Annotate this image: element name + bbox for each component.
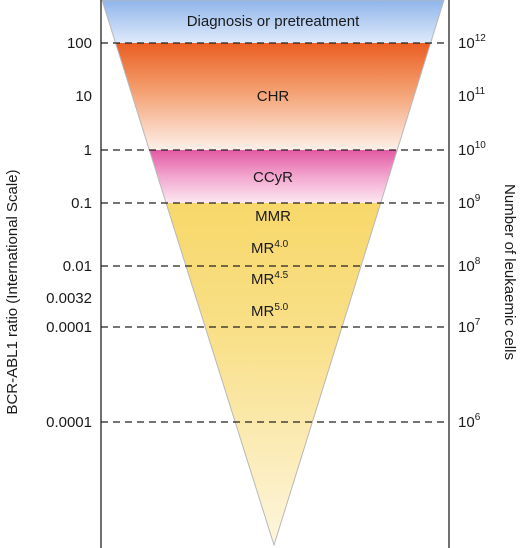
right-tick: 106: [458, 412, 481, 431]
left-tick: 1: [84, 142, 92, 159]
chr-label: CHR: [257, 88, 290, 105]
right-tick: 108: [458, 256, 481, 275]
right-axis-ticks: 1012 1011 1010 109 108 107 106: [458, 33, 486, 431]
diagnosis-label: Diagnosis or pretreatment: [187, 13, 360, 30]
left-axis-ticks: 100 10 1 0.1 0.01 0.0032 0.0001 0.0001: [46, 35, 92, 431]
left-tick: 0.0001: [46, 319, 92, 336]
left-tick: 100: [67, 35, 92, 52]
right-tick: 1012: [458, 33, 486, 52]
mr50-label: MR5.0: [251, 302, 289, 320]
left-tick: 10: [75, 88, 92, 105]
mr40-label: MR4.0: [251, 239, 289, 257]
right-tick: 1011: [458, 86, 486, 105]
right-tick: 1010: [458, 140, 486, 159]
mmr-label: MMR: [255, 208, 291, 225]
diagnosis-band: [102, 0, 444, 43]
left-tick: 0.01: [63, 258, 92, 275]
chr-band: [102, 43, 444, 150]
ccyr-label: CCyR: [253, 169, 293, 186]
left-tick: 0.0001: [46, 414, 92, 431]
gridlines: [101, 42, 449, 423]
left-axis-title: BCR-ABL1 ratio (International Scale): [4, 169, 21, 414]
funnel-outline: [101, 0, 445, 547]
right-tick: 107: [458, 317, 481, 336]
mr45-label: MR4.5: [251, 270, 289, 288]
left-tick: 0.0032: [46, 290, 92, 307]
mr-band: [102, 203, 444, 545]
right-tick: 109: [458, 193, 481, 212]
left-tick: 0.1: [71, 195, 92, 212]
right-axis-title: Number of leukaemic cells: [501, 184, 518, 360]
